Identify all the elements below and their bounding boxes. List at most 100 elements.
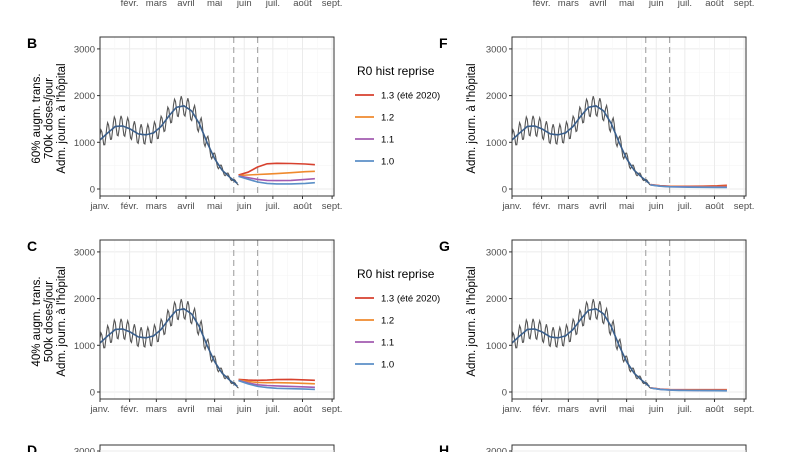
x-tick-label: juil. [677,404,692,415]
scenario-line-r0-4 [650,387,727,392]
top-x-tick-label: févr. [533,0,551,9]
y-tick-label: 1000 [74,138,95,149]
panel-border [511,444,747,452]
panel-letter: F [439,35,448,51]
top-x-tick-label: juin [648,0,664,9]
observed-admissions-line [511,96,651,186]
x-tick-label: avril [589,201,606,212]
y-tick-label: 2000 [74,91,95,102]
smoothed-fit-line [99,308,238,388]
smoothed-fit-line [99,105,238,185]
x-tick-label: août [705,404,724,415]
y-axis-label-line: Adm. journ. à l'hôpital [56,266,68,376]
x-tick-label: juin [236,404,252,415]
scenario-line-r0-4 [650,184,727,189]
x-tick-label: juin [648,201,664,212]
x-tick-label: sept. [734,201,755,212]
y-axis-label-line: 500k doses/jour [44,281,56,362]
y-tick-label: 0 [502,387,507,398]
top-x-tick-label: août [293,0,312,9]
observed-admissions-line [511,299,651,389]
y-tick-label: 3000 [74,44,95,55]
top-x-tick-label: mars [558,0,579,9]
panel-h-partial: H 3000 [439,442,747,452]
x-tick-label: mai [207,404,222,415]
y-axis-label-line: Adm. journ. à l'hôpital [466,266,478,376]
scenario-line-r0-1 [238,378,315,382]
y-tick-label: 3000 [74,247,95,258]
panel-border [511,36,747,197]
y-axis-label-line: Adm. journ. à l'hôpital [56,63,68,173]
y-tick-label: 1000 [486,138,507,149]
x-tick-label: mars [146,201,167,212]
y-tick-label: 3000 [74,447,95,452]
x-tick-label: avril [177,404,194,415]
x-tick-label: janv. [501,201,521,212]
top-x-tick-label: mai [619,0,634,9]
y-tick-label: 0 [90,387,95,398]
top-x-tick-label: mai [207,0,222,9]
panel-letter: B [27,35,37,51]
x-tick-label: avril [177,201,194,212]
y-tick-label: 0 [502,184,507,195]
x-tick-label: juil. [265,201,280,212]
y-axis-label-line: Adm. journ. à l'hôpital [466,63,478,173]
legend-item-label: 1.2 [381,113,394,124]
y-axis-label-line: 40% augm. trans. [31,276,43,366]
x-tick-label: août [293,404,312,415]
x-tick-label: juil. [677,201,692,212]
scenario-line-r0-2 [238,379,315,385]
x-tick-label: août [705,201,724,212]
x-tick-label: mars [558,201,579,212]
x-tick-label: janv. [89,404,109,415]
top-x-tick-label: avril [589,0,606,9]
y-tick-label: 3000 [486,44,507,55]
top-x-tick-label: mars [146,0,167,9]
scenario-line-r0-4 [238,379,315,391]
x-tick-label: févr. [121,201,139,212]
x-tick-label: mai [619,404,634,415]
x-tick-label: avril [589,404,606,415]
scenario-line-r0-3 [238,175,315,182]
y-tick-label: 2000 [74,294,95,305]
y-tick-label: 0 [90,184,95,195]
top-axis-strip: févr. mars avril mai juin juil. août sept. févr.… [121,0,755,9]
legend-item-label: 1.1 [381,135,394,146]
top-x-tick-label: août [705,0,724,9]
x-tick-label: juin [648,404,664,415]
x-tick-label: janv. [501,404,521,415]
panel-c: C 0 1000 2000 3000 janv. févr. mars avril mai juin… [27,238,440,415]
top-x-tick-label: juin [236,0,252,9]
observed-admissions-line [99,299,239,389]
scenario-line-r0-4 [238,175,315,185]
chart-panels: B 0 1000 2000 3000 janv. févr. mars avril mai juin… [27,35,754,452]
top-x-tick-label: juil. [677,0,692,9]
y-tick-label: 3000 [486,447,507,452]
legend-item-label: 1.3 (été 2020) [381,294,440,305]
panel-border [99,36,335,197]
legend-item-label: 1.0 [381,157,394,168]
panel-border [99,444,335,452]
smoothed-fit-line [511,105,650,185]
x-tick-label: févr. [533,201,551,212]
panel-letter: D [27,442,37,452]
legend-item-label: 1.0 [381,360,394,371]
x-tick-label: mars [146,404,167,415]
smoothed-fit-line [511,308,650,388]
scenario-line-r0-3 [238,379,315,389]
panel-border [511,239,747,400]
scenario-line-r0-1 [238,162,315,176]
panel-d-partial: D 3000 [27,442,335,452]
panel-g: G 0 1000 2000 3000 janv. févr. mars avril mai juin… [439,238,754,415]
x-tick-label: févr. [121,404,139,415]
y-tick-label: 1000 [74,341,95,352]
x-tick-label: janv. [89,201,109,212]
top-x-tick-label: sept. [322,0,343,9]
top-x-tick-label: sept. [734,0,755,9]
panel-letter: H [439,442,449,452]
y-tick-label: 2000 [486,91,507,102]
y-axis-label-line: 60% augm. trans. [31,73,43,163]
observed-admissions-line [99,96,239,186]
legend-item-label: 1.2 [381,316,394,327]
x-tick-label: sept. [734,404,755,415]
